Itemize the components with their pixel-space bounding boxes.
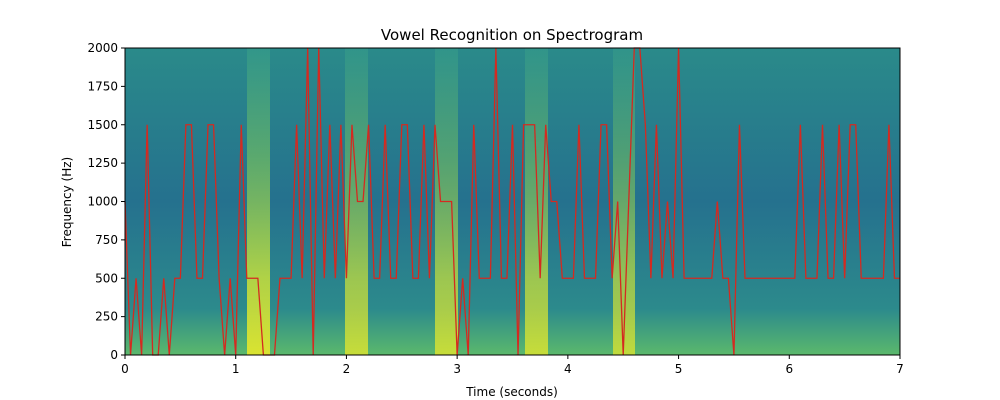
y-tick-label: 500 [95,271,118,285]
x-axis-label: Time (seconds) [465,385,558,399]
y-tick-label: 1250 [87,156,118,170]
y-tick-label: 250 [95,310,118,324]
x-tick-label: 7 [896,362,904,376]
y-tick-label: 2000 [87,41,118,55]
chart-title: Vowel Recognition on Spectrogram [381,26,643,44]
x-tick-label: 4 [564,362,572,376]
y-tick-label: 1750 [87,79,118,93]
x-tick-label: 5 [675,362,683,376]
y-tick-label: 1500 [87,118,118,132]
x-tick-label: 3 [453,362,461,376]
y-tick-label: 750 [95,233,118,247]
data-line [124,47,900,356]
y-axis-label: Frequency (Hz) [60,157,74,248]
y-tick-label: 0 [110,348,118,362]
x-tick-label: 2 [343,362,351,376]
x-tick-label: 6 [785,362,793,376]
y-tick-label: 1000 [87,195,118,209]
x-tick-label: 0 [121,362,129,376]
spectrogram [125,48,900,355]
x-tick-label: 1 [232,362,240,376]
